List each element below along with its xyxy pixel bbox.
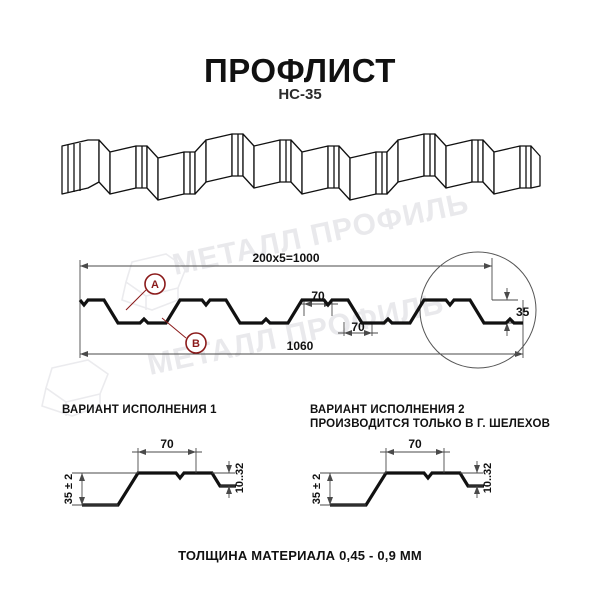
isometric-sheet-view (61, 133, 541, 201)
variant-1-dim-top-line (132, 448, 202, 473)
variant-1-dim-right-line (212, 461, 235, 498)
variant-2-subtitle: ПРОИЗВОДИТСЯ ТОЛЬКО В Г. ШЕЛЕХОВ (310, 418, 551, 430)
dimension-line-rib-bottom (338, 322, 378, 336)
variant-2-profile (330, 471, 484, 507)
dim-height-label: 35 (516, 305, 530, 319)
watermark-logo-icon-2 (41, 359, 109, 417)
variant-2-dim-top-line (380, 448, 450, 473)
variant-2-dim-left-label: 35 ± 2 (311, 474, 323, 505)
variant-1-dim-left-label: 35 ± 2 (63, 474, 75, 505)
variant-2-dim-right-label: 10..32 (482, 463, 494, 494)
cross-section-view: 200x5=1000 1060 70 (78, 251, 537, 369)
profile-outline (78, 298, 523, 325)
detail-circle (419, 251, 537, 369)
watermark-logo-icon (121, 253, 187, 311)
callout-b: B (161, 317, 207, 354)
variant-2-dim-top-label: 70 (408, 437, 422, 451)
page-title: ПРОФЛИСТ (204, 52, 396, 89)
variant-1-dim-top-label: 70 (160, 437, 174, 451)
variant-2-dim-left-line (320, 472, 386, 506)
watermark-text-top: МЕТАЛЛ ПРОФИЛЬ (170, 187, 472, 282)
dim-overall-label: 200x5=1000 (252, 251, 319, 265)
callout-a: A (125, 273, 166, 311)
dimension-line-overall (79, 258, 493, 330)
variant-2-detail: 70 10..32 35 ± 2 (311, 437, 494, 507)
variant-1-title: ВАРИАНТ ИСПОЛНЕНИЯ 1 (62, 404, 217, 416)
variant-2-dim-right-line (460, 461, 483, 498)
variant-2-title: ВАРИАНТ ИСПОЛНЕНИЯ 2 (310, 404, 465, 416)
dimension-line-height (492, 288, 518, 336)
callout-b-label: B (192, 338, 200, 350)
thickness-note: ТОЛЩИНА МАТЕРИАЛА 0,45 - 0,9 ММ (178, 548, 422, 563)
variant-1-detail: 70 10..32 35 ± 2 (63, 437, 246, 507)
variant-1-profile (82, 471, 236, 507)
dim-total-width-label: 1060 (287, 339, 314, 353)
page-subtitle: НС-35 (278, 86, 322, 103)
callout-a-label: A (151, 279, 159, 291)
variant-1-dim-left-line (72, 472, 138, 506)
variant-1-dim-right-label: 10..32 (234, 463, 246, 494)
